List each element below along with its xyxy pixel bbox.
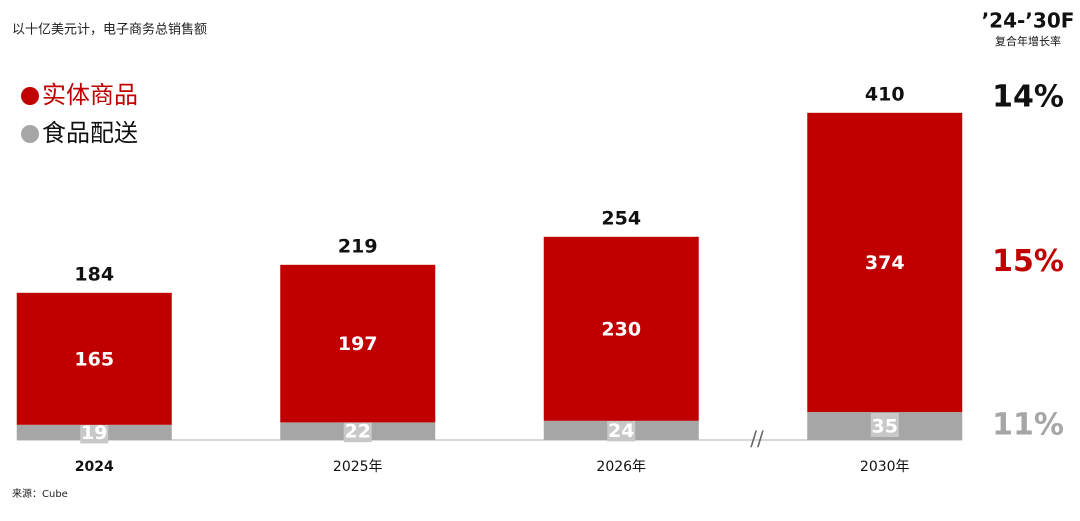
cagr-value: 11%	[992, 408, 1064, 443]
chart-title: 以十亿美元计，电子商务总销售额	[12, 22, 207, 38]
value-label: 35	[872, 416, 898, 438]
x-tick-label: 2026年	[596, 459, 646, 475]
label-backdrop	[870, 413, 899, 437]
legend-label: 食品配送	[42, 119, 138, 147]
value-label: 165	[74, 348, 114, 370]
total-label: 254	[601, 207, 641, 229]
bar-segment	[280, 264, 436, 423]
legend-swatch	[21, 87, 39, 105]
label-backdrop	[607, 417, 636, 442]
value-label: 230	[601, 318, 641, 340]
x-tick-label: 2030年	[860, 459, 910, 475]
value-label: 197	[338, 333, 378, 355]
value-label: 19	[81, 422, 107, 444]
legend-swatch	[21, 125, 39, 143]
total-label: 410	[865, 83, 905, 105]
legend-label: 实体商品	[42, 81, 138, 109]
value-label: 22	[345, 421, 371, 443]
value-label: 24	[608, 420, 634, 442]
cagr-value: 14%	[992, 80, 1064, 115]
axis-break: //	[750, 427, 764, 451]
x-tick-label: 2024	[75, 459, 114, 475]
x-tick-label: 2025年	[333, 459, 383, 475]
total-label: 184	[74, 263, 114, 285]
bar-segment	[543, 236, 699, 421]
cagr-value: 15%	[992, 244, 1064, 279]
cagr-subtitle: 复合年增长率	[995, 34, 1061, 48]
bar-segment	[16, 292, 172, 425]
value-label: 374	[865, 252, 905, 274]
source-note: 来源：Cube	[12, 487, 68, 500]
cagr-title: ’24-’30F	[982, 9, 1075, 33]
total-label: 219	[338, 235, 378, 257]
bar-segment	[807, 112, 963, 413]
